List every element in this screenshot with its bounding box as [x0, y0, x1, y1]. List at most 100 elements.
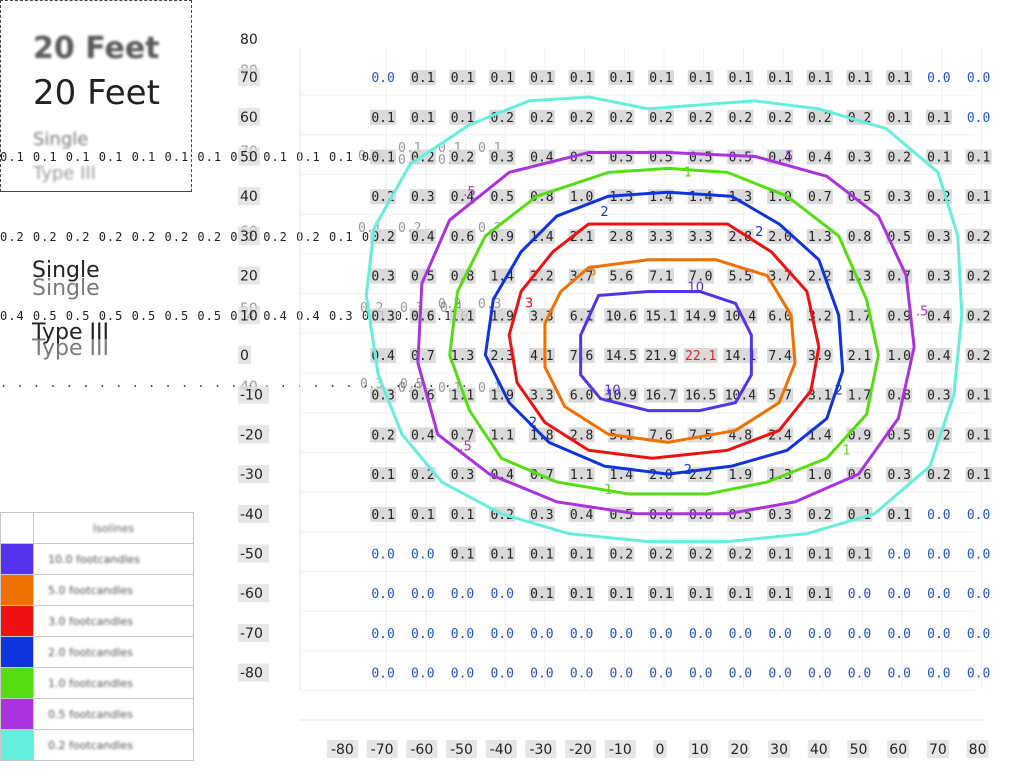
- cell-bg: [767, 70, 794, 86]
- cell-value: 3.7: [570, 270, 593, 285]
- cell-value: 0.2: [649, 111, 672, 126]
- ghost-label-single: Single: [32, 258, 100, 283]
- cell-bg: [806, 546, 833, 562]
- cell-value: 0.3: [371, 309, 394, 324]
- cell-value: 0.1: [371, 151, 394, 166]
- y-tick-bg: [238, 465, 269, 484]
- cell-value: 0.5: [887, 428, 910, 443]
- cell-bg: [489, 546, 516, 562]
- cell-value: 0.2: [967, 349, 990, 364]
- cell-bg: [608, 546, 635, 562]
- cell-bg: [846, 70, 873, 86]
- cell-value: 0.1: [927, 111, 950, 126]
- cell-bg: [644, 387, 678, 403]
- y-tick-bg: [238, 346, 251, 364]
- cell-value: 0.1: [967, 428, 990, 443]
- cell-value: 1.9: [729, 468, 752, 483]
- cell-bg: [449, 149, 476, 165]
- cell-bg: [925, 109, 952, 125]
- legend-swatch: [0, 636, 34, 668]
- cell-value: 0.1: [530, 71, 553, 86]
- legend-row: 3.0 footcandles: [0, 605, 194, 637]
- cell-bg: [965, 348, 992, 363]
- cell-bg: [608, 228, 635, 244]
- cell-bg: [644, 348, 678, 363]
- legend-row: 0.2 footcandles: [0, 729, 194, 761]
- cell-value: 0.0: [887, 587, 910, 602]
- cell-value: 0.1: [490, 548, 513, 563]
- cell-value: 0.0: [371, 667, 394, 682]
- x-tick-label: -70: [371, 742, 394, 758]
- cell-bg: [648, 268, 674, 284]
- cell-bg: [965, 308, 992, 324]
- cell-bg: [449, 109, 476, 125]
- cell-bg: [925, 228, 952, 244]
- cell-value: 0.3: [927, 270, 950, 285]
- cell-bg: [489, 228, 516, 244]
- cell-bg: [687, 268, 714, 284]
- cell-value: 4.1: [530, 349, 553, 364]
- cell-value: 1.9: [490, 309, 513, 324]
- cell-bg: [409, 268, 436, 284]
- cell-value: 2.8: [570, 428, 593, 443]
- y-tick-label: 60: [240, 110, 258, 126]
- cell-value: 1.4: [808, 428, 832, 443]
- isoline-0-5: [416, 151, 916, 516]
- cell-bg: [370, 268, 397, 284]
- cell-bg: [925, 348, 952, 363]
- cell-value: 0.1: [808, 71, 831, 86]
- cell-value: 0.1: [411, 508, 434, 523]
- cell-bg: [449, 467, 476, 483]
- ghost-row-d: . . . . . . . . . . . . . . . . . . . . …: [0, 376, 470, 390]
- cell-bg: [568, 109, 595, 125]
- x-tick-label: 0: [656, 742, 665, 758]
- ghost-row-c: 0.4 0.5 0.5 0.5 0.5 0.5 0.5 0.4 0.4 0.4 …: [0, 309, 470, 323]
- x-tick-bg: [807, 740, 830, 758]
- cell-value: 0.1: [887, 71, 910, 86]
- y-tick-label: -60: [240, 586, 263, 602]
- cell-bg: [846, 268, 873, 284]
- cell-bg: [687, 70, 714, 86]
- cell-value: 0.8: [887, 389, 910, 404]
- cell-bg: [727, 109, 754, 125]
- y-tick-label: -10: [240, 388, 263, 404]
- cell-value: 0.2: [411, 151, 434, 166]
- cell-bg: [528, 506, 555, 522]
- cell-value: 0.0: [371, 548, 394, 563]
- cell-value: 1.3: [610, 190, 633, 205]
- legend-row: 1.0 footcandles: [0, 667, 194, 699]
- y-tick-label: 30: [240, 229, 258, 245]
- cell-value: 0.7: [451, 428, 474, 443]
- cell-value: 14.5: [606, 349, 637, 364]
- cell-value: 0.2: [887, 151, 910, 166]
- cell-value: 0.4: [927, 349, 951, 364]
- isoline-label: .5: [459, 439, 471, 454]
- cell-value: 0.2: [649, 548, 672, 563]
- legend-label: 5.0 footcandles: [33, 574, 194, 606]
- title-line-4: Type III: [33, 163, 96, 184]
- cell-bg: [568, 189, 595, 205]
- cell-value: 15.1: [645, 309, 676, 324]
- cell-bg: [449, 70, 476, 86]
- cell-value: 0.5: [848, 190, 871, 205]
- cell-value: 0.1: [967, 468, 990, 483]
- cell-value: 0.0: [411, 548, 434, 563]
- isoline-5: [543, 258, 797, 444]
- cell-bg: [608, 70, 635, 86]
- cell-value: 0.0: [967, 548, 990, 563]
- cell-bg: [727, 268, 754, 284]
- cell-bg: [846, 348, 873, 363]
- cell-value: 7.4: [768, 349, 792, 364]
- y-tick-label: 0: [240, 348, 249, 364]
- cell-bg: [449, 506, 476, 522]
- cell-bg: [528, 109, 555, 125]
- isoline-label: 2: [835, 384, 843, 399]
- cell-value: 0.0: [927, 71, 950, 86]
- isoline-2: [483, 190, 845, 476]
- title-line-3: Single: [33, 129, 89, 150]
- cell-bg: [409, 70, 436, 86]
- cell-bg: [648, 228, 674, 244]
- cell-value: 0.0: [649, 667, 672, 682]
- cell-value: 0.0: [649, 627, 672, 642]
- cell-value: 22.1: [685, 349, 716, 364]
